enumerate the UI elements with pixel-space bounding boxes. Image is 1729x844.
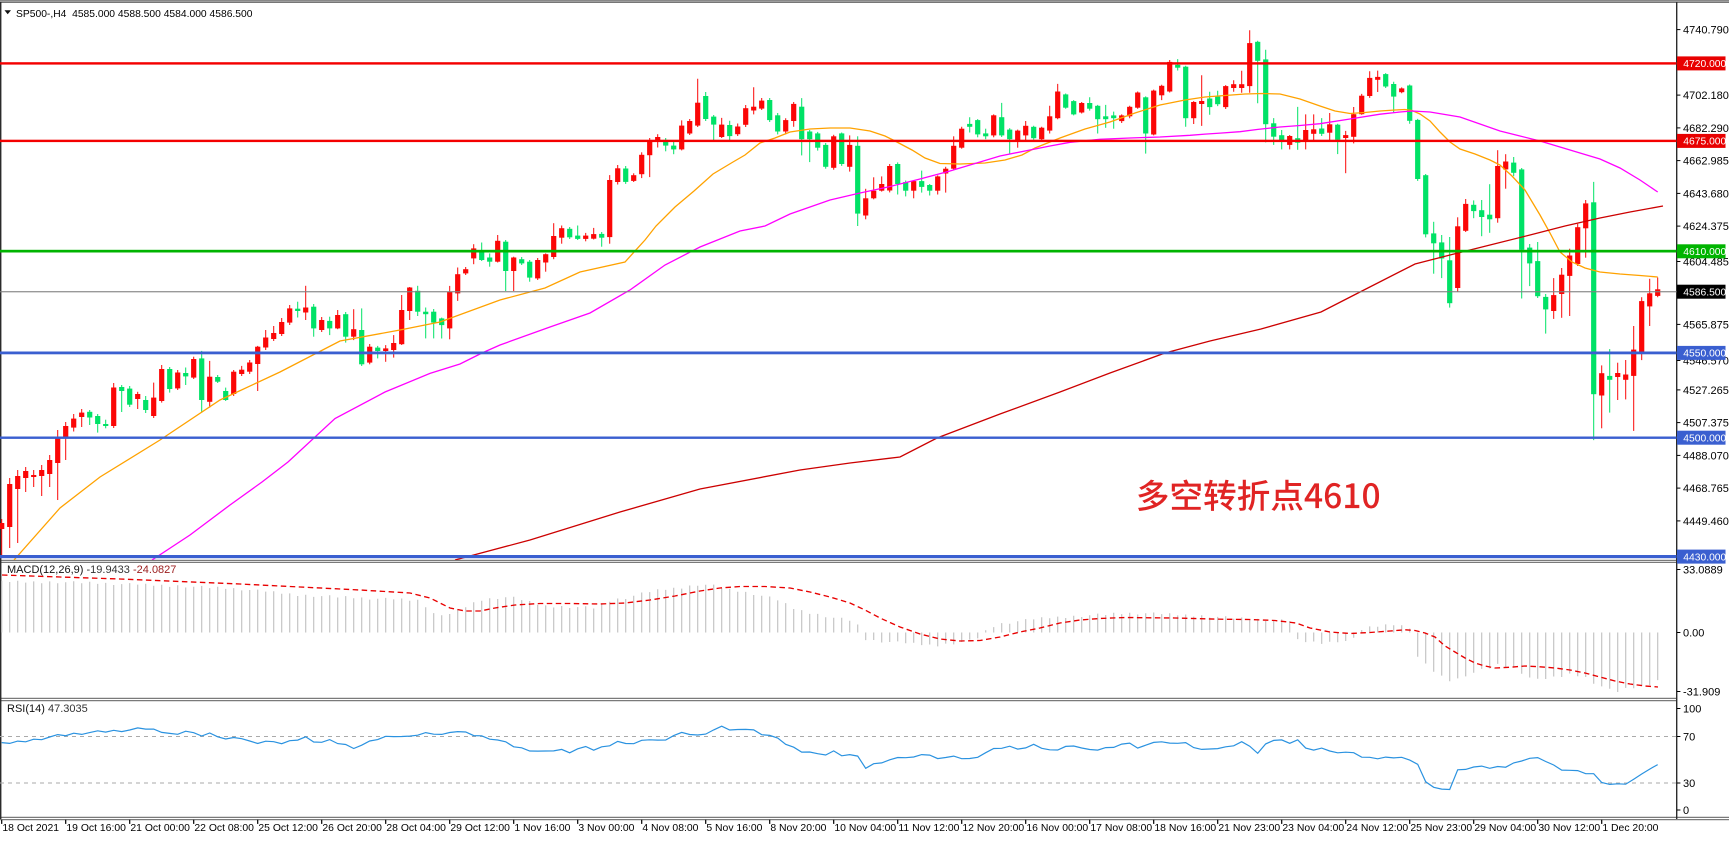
svg-text:28 Oct 04:00: 28 Oct 04:00	[386, 823, 446, 834]
svg-text:25 Nov 23:00: 25 Nov 23:00	[1410, 823, 1472, 834]
svg-text:10 Nov 04:00: 10 Nov 04:00	[834, 823, 896, 834]
svg-text:17 Nov 08:00: 17 Nov 08:00	[1090, 823, 1152, 834]
svg-text:4643.680: 4643.680	[1683, 188, 1729, 200]
svg-text:SP500-,H4 4585.000 4588.500 4: SP500-,H4 4585.000 4588.500 4584.000 458…	[16, 9, 253, 20]
svg-text:25 Oct 12:00: 25 Oct 12:00	[258, 823, 318, 834]
svg-text:0.00: 0.00	[1683, 628, 1704, 640]
svg-text:4604.485: 4604.485	[1683, 257, 1729, 269]
svg-text:100: 100	[1683, 704, 1701, 716]
svg-text:1 Dec 20:00: 1 Dec 20:00	[1602, 823, 1658, 834]
svg-text:23 Nov 04:00: 23 Nov 04:00	[1282, 823, 1344, 834]
svg-text:4507.375: 4507.375	[1683, 418, 1729, 430]
svg-text:30 Nov 12:00: 30 Nov 12:00	[1538, 823, 1600, 834]
svg-text:RSI(14) 47.3035: RSI(14) 47.3035	[7, 703, 88, 715]
svg-text:3 Nov 00:00: 3 Nov 00:00	[578, 823, 634, 834]
svg-text:16 Nov 00:00: 16 Nov 00:00	[1026, 823, 1088, 834]
svg-text:4610.000: 4610.000	[1683, 247, 1726, 258]
svg-text:0: 0	[1683, 805, 1689, 817]
svg-text:24 Nov 12:00: 24 Nov 12:00	[1346, 823, 1408, 834]
svg-text:4550.000: 4550.000	[1683, 349, 1726, 360]
svg-text:4430.000: 4430.000	[1683, 552, 1726, 563]
svg-text:5 Nov 16:00: 5 Nov 16:00	[706, 823, 762, 834]
svg-text:4662.985: 4662.985	[1683, 156, 1729, 168]
svg-text:21 Oct 00:00: 21 Oct 00:00	[130, 823, 190, 834]
svg-text:4488.070: 4488.070	[1683, 450, 1729, 462]
svg-text:22 Oct 08:00: 22 Oct 08:00	[194, 823, 254, 834]
svg-text:29 Oct 12:00: 29 Oct 12:00	[450, 823, 510, 834]
svg-text:4624.375: 4624.375	[1683, 221, 1729, 233]
svg-text:18 Nov 16:00: 18 Nov 16:00	[1154, 823, 1216, 834]
svg-text:19 Oct 16:00: 19 Oct 16:00	[66, 823, 126, 834]
svg-text:-31.909: -31.909	[1683, 687, 1720, 699]
svg-text:29 Nov 04:00: 29 Nov 04:00	[1474, 823, 1536, 834]
svg-text:4500.000: 4500.000	[1683, 434, 1726, 445]
svg-text:4682.290: 4682.290	[1683, 123, 1729, 135]
svg-text:1 Nov 16:00: 1 Nov 16:00	[514, 823, 570, 834]
svg-text:21 Nov 23:00: 21 Nov 23:00	[1218, 823, 1280, 834]
svg-text:30: 30	[1683, 778, 1695, 790]
svg-text:12 Nov 20:00: 12 Nov 20:00	[962, 823, 1024, 834]
svg-text:8 Nov 20:00: 8 Nov 20:00	[770, 823, 826, 834]
svg-text:11 Nov 12:00: 11 Nov 12:00	[898, 823, 959, 834]
svg-text:33.0889: 33.0889	[1683, 565, 1723, 577]
svg-text:4 Nov 08:00: 4 Nov 08:00	[642, 823, 698, 834]
svg-text:4468.765: 4468.765	[1683, 483, 1729, 495]
svg-text:70: 70	[1683, 732, 1695, 744]
svg-text:26 Oct 20:00: 26 Oct 20:00	[322, 823, 382, 834]
svg-text:4675.000: 4675.000	[1683, 137, 1726, 148]
svg-text:4740.790: 4740.790	[1683, 25, 1729, 37]
svg-text:4527.265: 4527.265	[1683, 385, 1729, 397]
svg-text:4702.180: 4702.180	[1683, 90, 1729, 102]
svg-text:MACD(12,26,9) -19.9433 -24.082: MACD(12,26,9) -19.9433 -24.0827	[7, 564, 176, 576]
svg-text:18 Oct 2021: 18 Oct 2021	[2, 823, 59, 834]
svg-text:4449.460: 4449.460	[1683, 516, 1729, 528]
svg-text:4720.000: 4720.000	[1683, 59, 1726, 70]
svg-text:4586.500: 4586.500	[1683, 288, 1726, 299]
svg-text:4565.875: 4565.875	[1683, 319, 1729, 331]
